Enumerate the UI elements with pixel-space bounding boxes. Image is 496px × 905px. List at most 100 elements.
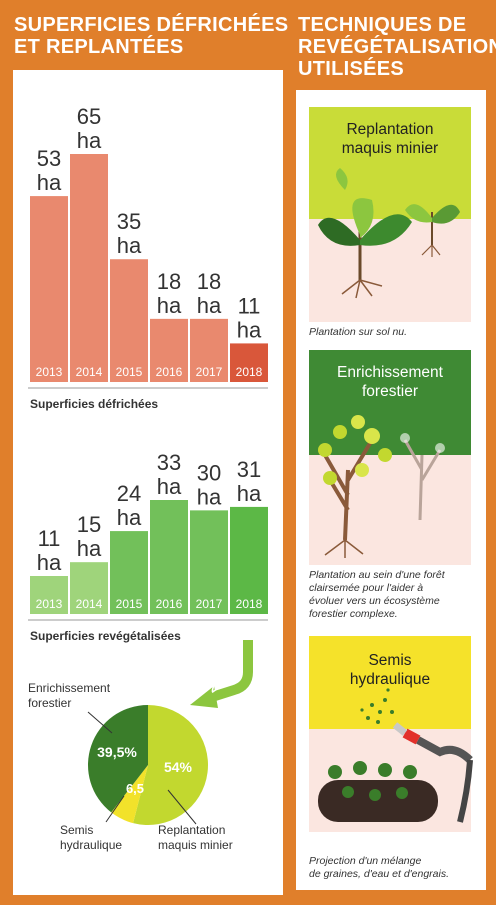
defriche-value-unit: ha <box>157 293 182 318</box>
defriche-category-label: 2015 <box>116 365 143 379</box>
reveg-value-unit: ha <box>237 481 262 506</box>
card-enrichissement-title: Enrichissement forestier <box>309 363 471 401</box>
defriche-chart-title: Superficies défrichées <box>30 397 158 411</box>
reveg-value-unit: ha <box>197 484 222 509</box>
reveg-value-label: 33 <box>157 450 181 475</box>
reveg-category-label: 2017 <box>196 597 223 611</box>
defriche-value-unit: ha <box>77 128 102 153</box>
pie-slice-replantation <box>133 705 209 826</box>
left-header-line-1: SUPERFICIES DÉFRICHÉES <box>14 14 289 36</box>
defriche-bar <box>110 259 148 382</box>
card-replantation-top <box>309 107 471 219</box>
reveg-bar <box>190 510 228 614</box>
card-replantation-caption: Plantation sur sol nu. <box>309 326 481 339</box>
left-header: SUPERFICIES DÉFRICHÉES ET REPLANTÉES <box>14 14 288 58</box>
card-enrichissement-caption-line-1: Plantation au sein d'une forêt <box>309 569 445 581</box>
reveg-chart-title: Superficies revégétalisées <box>30 629 181 643</box>
leader-enrichissement <box>87 711 113 734</box>
legend-semis-line-2: hydraulique <box>60 838 122 852</box>
reveg-bar <box>150 500 188 614</box>
pie-label-semis: 6,5 <box>126 781 144 796</box>
right-header: TECHNIQUES DE REVÉGÉTALISATION UTILISÉES <box>298 14 496 80</box>
left-header-line-2: ET REPLANTÉES <box>14 36 184 58</box>
card-replantation-caption-line-1: Plantation sur sol nu. <box>309 326 408 338</box>
legend-replantation-line-1: Replantation <box>158 823 225 837</box>
defriche-value-label: 18 <box>197 269 221 294</box>
defriche-bar <box>150 318 188 382</box>
card-replantation-title: Replantation maquis minier <box>309 120 471 158</box>
reveg-value-label: 15 <box>77 512 101 537</box>
leader-replantation <box>167 789 197 825</box>
card-semis-title: Semis hydraulique <box>309 651 471 689</box>
legend-enrichissement-line-1: Enrichissement <box>28 681 111 695</box>
card-semis-caption-line-1: Projection d'un mélange <box>309 855 422 867</box>
card-semis <box>309 636 473 832</box>
card-semis-top <box>309 636 471 729</box>
defriche-value-label: 18 <box>157 269 181 294</box>
defriche-value-label: 65 <box>77 104 101 129</box>
defriche-bar <box>30 196 68 382</box>
reveg-value-unit: ha <box>37 550 62 575</box>
card-enrichissement-caption-line-3: évoluer vers un écosystème <box>309 595 440 607</box>
pie-label-enrichissement: 39,5% <box>97 744 137 760</box>
reveg-value-label: 11 <box>38 526 61 551</box>
defriche-category-label: 2017 <box>196 365 223 379</box>
reveg-category-label: 2014 <box>76 597 103 611</box>
defriche-bar <box>70 154 108 382</box>
defriche-category-label: 2013 <box>36 365 63 379</box>
year-arrow-head <box>190 686 218 708</box>
reveg-bar <box>30 576 68 614</box>
pie-slice-semis <box>111 765 148 824</box>
defriche-value-unit: ha <box>197 293 222 318</box>
reveg-bar <box>110 531 148 614</box>
defriche-bar <box>230 343 268 382</box>
defriche-category-label: 2016 <box>156 365 183 379</box>
reveg-category-label: 2016 <box>156 597 183 611</box>
reveg-value-label: 30 <box>197 460 221 485</box>
card-semis-caption: Projection d'un mélange de graines, d'ea… <box>309 855 487 881</box>
defriche-value-unit: ha <box>237 317 262 342</box>
defriche-value-unit: ha <box>117 233 142 258</box>
reveg-bar <box>70 562 108 614</box>
defriche-category-label: 2018 <box>236 365 263 379</box>
reveg-value-unit: ha <box>77 536 102 561</box>
sprout-illustration <box>318 168 460 299</box>
year-arrow: 2018 <box>190 640 253 708</box>
reveg-bar <box>230 506 268 614</box>
card-enrichissement-title-line-1: Enrichissement <box>337 364 443 381</box>
card-semis-title-line-1: Semis <box>368 652 412 669</box>
card-semis-title-line-2: hydraulique <box>349 671 431 688</box>
defriche-value-unit: ha <box>37 170 62 195</box>
forest-illustration <box>318 415 445 558</box>
right-header-line-2: REVÉGÉTALISATION <box>298 36 496 58</box>
leader-semis <box>105 795 125 823</box>
reveg-bar-chart: 201311ha201415ha201524ha201633ha201730ha… <box>28 450 268 643</box>
legend-semis-line-1: Semis <box>60 823 93 837</box>
right-header-line-3: UTILISÉES <box>298 58 405 80</box>
defriche-bar <box>190 318 228 382</box>
defriche-value-label: 35 <box>117 209 141 234</box>
card-enrichissement-caption: Plantation au sein d'une forêt clairsemé… <box>309 569 487 621</box>
card-enrichissement-caption-line-2: clairsemée pour l'aider à <box>309 582 424 594</box>
defriche-bar-chart: 201353ha201465ha201535ha201618ha201718ha… <box>28 104 268 411</box>
reveg-category-label: 2013 <box>36 597 63 611</box>
reveg-category-label: 2015 <box>116 597 143 611</box>
card-replantation-title-line-1: Replantation <box>346 121 434 138</box>
defriche-value-label: 53 <box>37 146 61 171</box>
card-enrichissement-title-line-2: forestier <box>362 383 418 400</box>
card-semis-caption-line-2: de graines, d'eau et d'engrais. <box>309 868 450 880</box>
pie-label-replantation: 54% <box>164 759 193 775</box>
legend-enrichissement-line-2: forestier <box>28 696 71 710</box>
pie-slice-enrichissement <box>88 705 148 813</box>
card-enrichissement <box>309 350 471 565</box>
reveg-value-label: 31 <box>237 457 261 482</box>
year-arrow-shaft <box>210 640 253 702</box>
card-replantation <box>309 107 471 322</box>
reveg-value-unit: ha <box>157 474 182 499</box>
right-header-line-1: TECHNIQUES DE <box>298 14 467 36</box>
reveg-value-unit: ha <box>117 505 142 530</box>
defriche-value-label: 11 <box>238 293 261 318</box>
